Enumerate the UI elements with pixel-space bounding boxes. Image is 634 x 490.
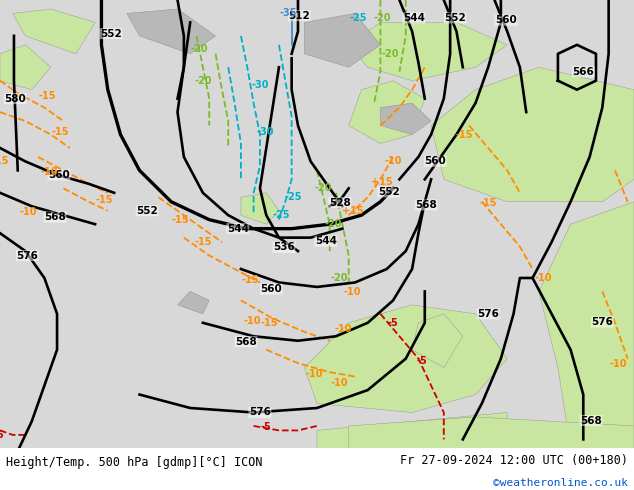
Polygon shape: [317, 413, 507, 448]
Text: -30: -30: [251, 80, 269, 90]
Text: -25: -25: [273, 210, 290, 220]
Text: -20: -20: [373, 13, 391, 23]
Polygon shape: [349, 23, 507, 81]
Polygon shape: [349, 417, 634, 448]
Text: 544: 544: [403, 13, 425, 23]
Text: Height/Temp. 500 hPa [gdmp][°C] ICON: Height/Temp. 500 hPa [gdmp][°C] ICON: [6, 456, 263, 469]
Polygon shape: [178, 292, 209, 314]
Text: 552: 552: [136, 206, 158, 216]
Text: -10: -10: [19, 207, 37, 217]
Text: 566: 566: [573, 67, 594, 77]
Text: 560: 560: [48, 170, 70, 180]
Polygon shape: [304, 13, 380, 67]
Text: 576: 576: [592, 317, 613, 327]
Text: -25: -25: [284, 192, 302, 202]
Polygon shape: [241, 193, 279, 224]
Text: -15: -15: [194, 237, 212, 246]
Polygon shape: [0, 45, 51, 90]
Polygon shape: [13, 9, 95, 54]
Text: -10: -10: [243, 316, 261, 325]
Text: 560: 560: [425, 156, 446, 167]
Text: -15: -15: [242, 275, 259, 285]
Text: 576: 576: [249, 408, 271, 417]
Text: -15: -15: [172, 215, 190, 225]
Text: 5: 5: [0, 430, 3, 440]
Text: 576: 576: [16, 250, 38, 261]
Text: -15: -15: [51, 127, 69, 137]
Text: -15: -15: [96, 195, 113, 204]
Text: -15: -15: [479, 197, 497, 208]
Text: -10: -10: [343, 287, 361, 297]
Text: 536: 536: [273, 243, 295, 252]
Text: 544: 544: [315, 236, 337, 246]
Text: -10: -10: [534, 273, 552, 283]
Text: -15: -15: [0, 156, 9, 167]
Polygon shape: [127, 9, 216, 54]
Text: -10: -10: [334, 323, 352, 334]
Text: 568: 568: [235, 337, 257, 346]
Text: -25: -25: [349, 13, 367, 23]
Text: -10: -10: [330, 378, 348, 389]
Text: 552: 552: [378, 187, 399, 197]
Text: -20: -20: [195, 75, 212, 86]
Text: -20: -20: [381, 49, 399, 59]
Text: 580: 580: [4, 94, 26, 104]
Text: 568: 568: [415, 200, 437, 210]
Text: Fr 27-09-2024 12:00 UTC (00+180): Fr 27-09-2024 12:00 UTC (00+180): [399, 454, 628, 466]
Text: -10: -10: [41, 167, 58, 177]
Text: -10: -10: [305, 369, 323, 379]
Text: -20: -20: [314, 183, 332, 194]
Text: 568: 568: [44, 212, 66, 222]
Polygon shape: [412, 314, 463, 368]
Text: +15: +15: [342, 206, 364, 216]
Text: -15: -15: [456, 129, 474, 140]
Text: 544: 544: [227, 223, 249, 234]
Text: -5: -5: [261, 422, 271, 432]
Text: -10: -10: [609, 359, 627, 369]
Polygon shape: [349, 81, 425, 144]
Text: -30: -30: [256, 127, 274, 137]
Text: -20: -20: [325, 219, 342, 229]
Text: ©weatheronline.co.uk: ©weatheronline.co.uk: [493, 477, 628, 488]
Text: 528: 528: [329, 197, 351, 208]
Polygon shape: [431, 67, 634, 202]
Text: +15: +15: [371, 176, 392, 187]
Text: -20: -20: [191, 44, 209, 54]
Text: -5: -5: [417, 356, 427, 366]
Polygon shape: [539, 202, 634, 448]
Text: 552: 552: [100, 28, 122, 39]
Polygon shape: [304, 305, 507, 413]
Text: -5: -5: [388, 318, 398, 328]
Text: 560: 560: [495, 15, 517, 25]
Text: 560: 560: [261, 284, 282, 294]
Text: -10: -10: [384, 156, 402, 167]
Text: -15: -15: [260, 318, 278, 328]
Text: 512: 512: [288, 11, 310, 21]
Text: -15: -15: [39, 92, 56, 101]
Text: -35: -35: [280, 8, 297, 19]
Text: -20: -20: [330, 273, 348, 283]
Text: 552: 552: [444, 13, 466, 23]
Text: 576: 576: [477, 309, 499, 319]
Text: 568: 568: [580, 416, 602, 425]
Polygon shape: [380, 103, 431, 135]
